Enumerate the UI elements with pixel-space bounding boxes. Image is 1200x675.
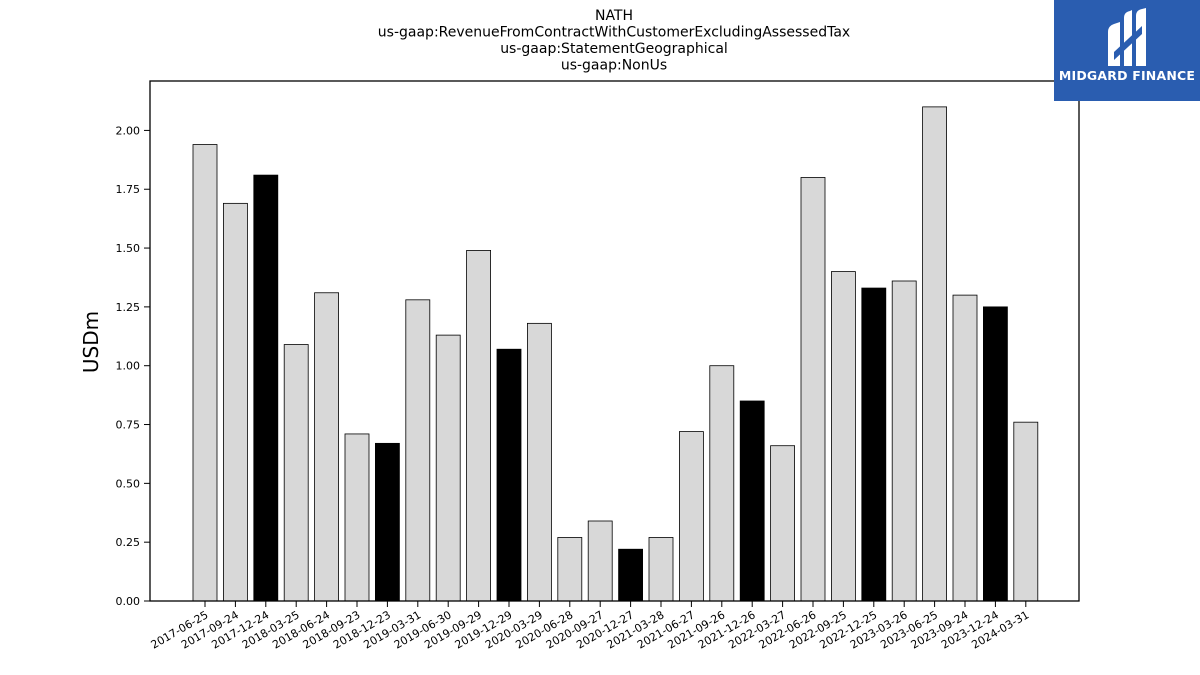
y-tick-label: 1.25 [116,301,141,314]
chart-title-line: us-gaap:StatementGeographical [500,41,728,57]
bar [344,433,370,602]
bar-highlighted [861,287,887,602]
logo-text: MIDGARD FINANCE [1058,68,1196,83]
bar-highlighted [253,174,279,602]
bar [283,344,309,602]
bar-highlighted [496,348,522,602]
chart-title-line: NATH [595,8,633,24]
bar-highlighted [739,400,765,602]
plot-frame [149,80,1080,602]
bar [527,322,552,602]
bar [587,520,613,602]
midgard-finance-logo: MIDGARD FINANCE [1054,0,1200,101]
bar-highlighted [374,442,400,602]
y-tick-label: 0.75 [116,419,141,432]
y-tick-label: 1.75 [116,183,141,196]
y-tick-label: 0.00 [116,595,141,608]
bar [192,144,218,602]
bar [435,334,461,602]
midgard-logo-icon [1108,8,1146,66]
bar [952,294,978,602]
bar [405,299,431,602]
bar-highlighted [983,306,1008,602]
bar [222,202,248,602]
bar [314,292,340,602]
bar [831,271,856,602]
bar [800,177,826,602]
bar [679,431,704,602]
bar [1013,421,1039,602]
bar [770,445,795,602]
bar [648,537,674,602]
bar [709,365,735,602]
y-tick-label: 0.25 [116,536,141,549]
y-tick-label: 1.50 [116,242,141,255]
bar [466,250,492,602]
x-axis: 2017-06-252017-09-242017-12-242018-03-25… [149,601,1031,652]
chart-title: NATHus-gaap:RevenueFromContractWithCusto… [378,8,850,74]
bar [557,537,583,602]
y-axis-label: USDm [79,311,103,373]
bar [922,106,947,602]
y-tick-label: 0.50 [116,477,141,490]
y-tick-label: 2.00 [116,124,141,137]
y-axis: 0.00 0.25 0.50 0.75 1.00 1.25 1.50 1.75 2.00 [116,124,150,608]
chart-title-line: us-gaap:NonUs [561,58,667,74]
bar-highlighted [618,548,643,602]
y-tick-label: 1.00 [116,360,141,373]
chart-title-line: us-gaap:RevenueFromContractWithCustomerE… [378,25,850,41]
bar [891,280,917,602]
bars [192,106,1039,602]
